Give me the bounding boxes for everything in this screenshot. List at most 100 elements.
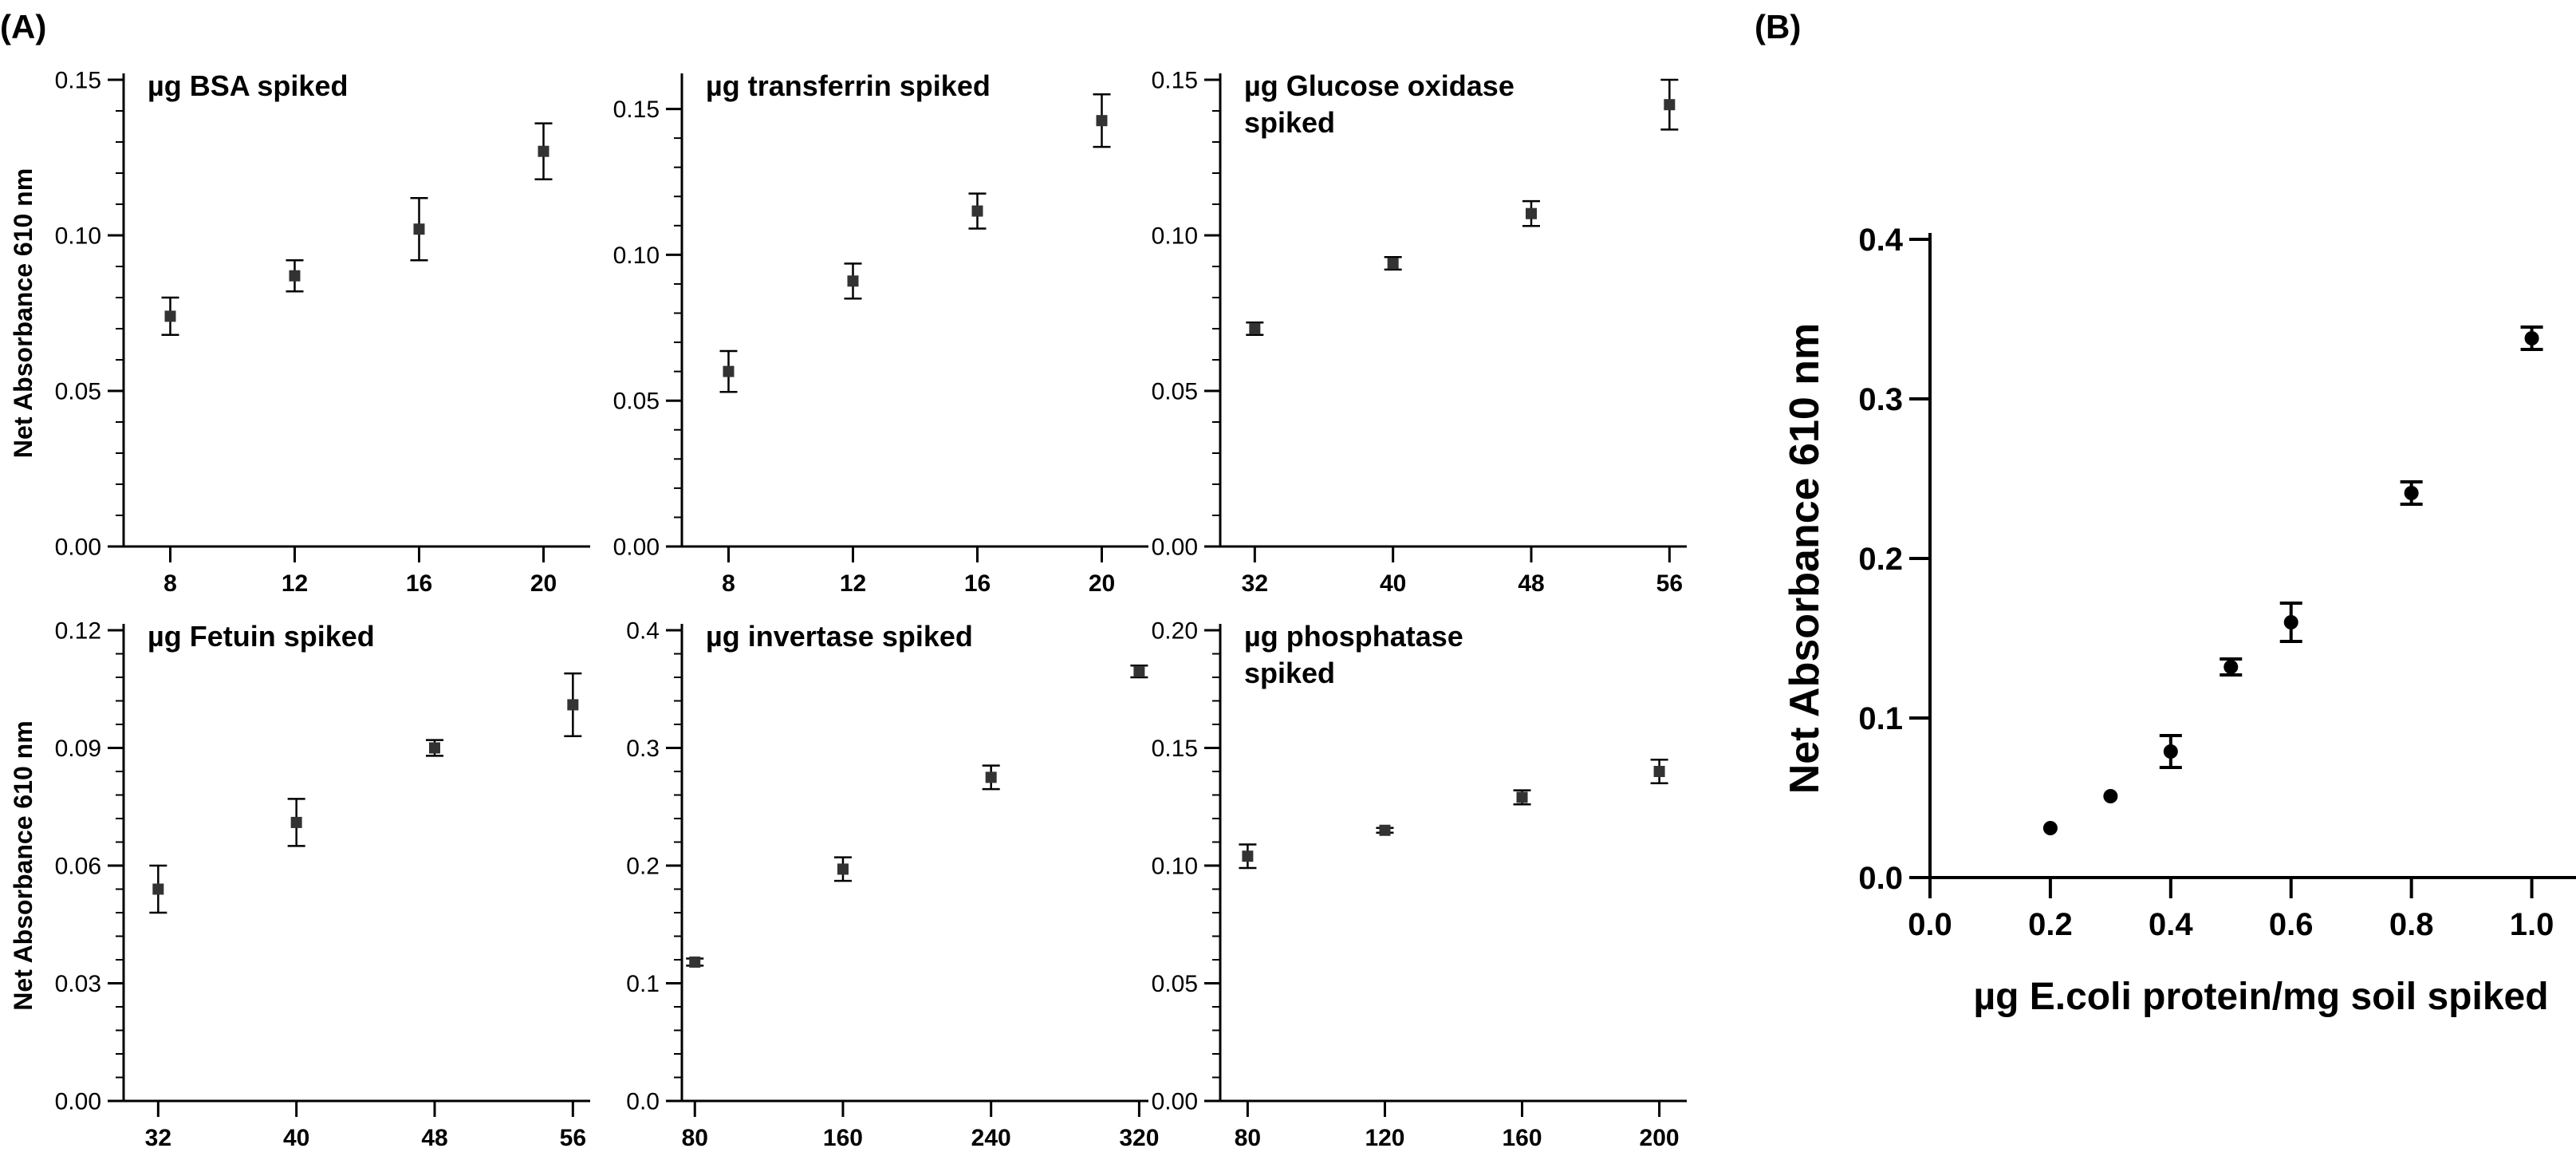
data-point (2042, 821, 2058, 835)
x-tick-label: 160 (823, 1125, 863, 1151)
y-tick-label: 0.06 (55, 854, 101, 880)
x-tick-label: 0.8 (2389, 907, 2434, 942)
panel-label-a: (A) (0, 8, 46, 45)
data-point (1664, 99, 1676, 111)
data-point (2404, 486, 2419, 500)
y-tick-label: 0.10 (55, 223, 101, 250)
data-point (1653, 766, 1665, 777)
x-tick-label: 32 (145, 1125, 171, 1151)
data-point (1379, 824, 1391, 836)
y-tick-label: 0.10 (1152, 854, 1198, 880)
x-tick-label: 8 (722, 570, 735, 597)
x-tick-label: 48 (421, 1125, 447, 1151)
x-tick-label: 0.4 (2149, 907, 2193, 942)
x-tick-label: 320 (1119, 1125, 1159, 1151)
x-tick-label: 12 (840, 570, 866, 597)
chart-panel-2: 0.00 0.05 0.10 0.15 8 12 16 20 µg transferrin sp… (613, 69, 1148, 597)
y-tick-label: 0.4 (1858, 223, 1903, 258)
y-tick-label: 0.0 (626, 1089, 660, 1115)
data-point (2163, 744, 2178, 759)
y-tick-label: 0.12 (55, 618, 101, 645)
data-point (429, 742, 440, 754)
chart-title: µg invertase spiked (706, 620, 973, 653)
x-tick-label: 80 (682, 1125, 708, 1151)
x-tick-label: 16 (406, 570, 432, 597)
y-tick-label: 0.05 (55, 379, 101, 405)
x-tick-label: 16 (964, 570, 991, 597)
y-tick-label: 0.00 (1152, 535, 1198, 561)
x-tick-label: 200 (1640, 1125, 1680, 1151)
chart-panel-5: 0.0 0.1 0.2 0.3 0.4 80 160 240 320 µg invertase s… (626, 618, 1159, 1152)
data-point (567, 699, 579, 711)
x-tick-label: 40 (283, 1125, 309, 1151)
x-tick-label: 0.0 (1908, 907, 1952, 942)
data-point (2524, 331, 2539, 345)
x-tick-label: 20 (1089, 570, 1115, 597)
y-tick-label: 0.09 (55, 736, 101, 762)
data-point (847, 275, 859, 287)
x-tick-label: 80 (1235, 1125, 1261, 1151)
y-axis-label: Net Absorbance 610 nm (1782, 323, 1828, 794)
data-point (837, 863, 849, 875)
y-tick-label: 0.3 (626, 736, 660, 762)
y-tick-label: 0.10 (1152, 223, 1198, 250)
data-point (1096, 115, 1108, 127)
x-tick-label: 120 (1365, 1125, 1404, 1151)
x-tick-label: 0.6 (2269, 907, 2314, 942)
y-tick-label: 0.2 (626, 854, 660, 880)
x-tick-label: 48 (1518, 570, 1544, 597)
x-tick-label: 20 (530, 570, 557, 597)
x-tick-label: 160 (1502, 1125, 1542, 1151)
data-point (290, 816, 302, 828)
data-point (538, 145, 549, 157)
y-tick-label: 0.15 (1152, 736, 1198, 762)
y-tick-label: 0.20 (1152, 618, 1198, 645)
y-tick-label: 0.3 (1858, 382, 1903, 417)
data-point (1387, 258, 1399, 270)
y-tick-label: 0.05 (613, 389, 660, 415)
data-point (2283, 615, 2298, 629)
x-axis-label: µg E.coli protein/mg soil spiked (1973, 976, 2548, 1018)
x-tick-label: 32 (1242, 570, 1268, 597)
chart-title: µg transferrin spiked (706, 69, 991, 102)
y-tick-label: 0.05 (1152, 971, 1198, 997)
data-point (971, 205, 983, 217)
chart-panel-1: 0.00 0.05 0.10 0.15 8 12 16 20 µg BSA spiked Net … (9, 68, 590, 597)
x-tick-label: 40 (1380, 570, 1406, 597)
x-tick-label: 56 (560, 1125, 586, 1151)
chart-title: spiked (1244, 657, 1335, 689)
y-axis-label: Net Absorbance 610 nm (9, 720, 37, 1010)
x-tick-label: 56 (1656, 570, 1683, 597)
chart-title: µg BSA spiked (148, 69, 348, 102)
chart-title: µg phosphatase (1244, 620, 1463, 653)
y-tick-label: 0.0 (1858, 861, 1903, 896)
data-point (1242, 850, 1254, 862)
y-tick-label: 0.2 (1858, 542, 1903, 577)
chart-panel-4: 0.00 0.03 0.06 0.09 0.12 32 40 48 56 µg Fetuin sp… (9, 618, 590, 1151)
charts-group: 0.00 0.05 0.10 0.15 8 12 16 20 µg BSA spiked Net … (9, 68, 2576, 1152)
data-point (1249, 323, 1261, 334)
data-point (413, 223, 425, 235)
y-tick-label: 0.05 (1152, 379, 1198, 405)
chart-title: µg Fetuin spiked (148, 620, 375, 653)
y-axis-label: Net Absorbance 610 nm (9, 168, 37, 458)
data-point (985, 771, 997, 783)
data-point (1133, 665, 1145, 677)
y-tick-label: 0.03 (55, 971, 101, 997)
chart-title: µg Glucose oxidase (1244, 69, 1514, 102)
data-point (152, 883, 164, 895)
data-point (2103, 789, 2118, 803)
chart-panel-6: 0.00 0.05 0.10 0.15 0.20 80 120 160 200 µg phosph… (1152, 618, 1687, 1151)
y-tick-label: 0.00 (55, 1089, 101, 1115)
data-point (723, 365, 735, 377)
y-tick-label: 0.4 (626, 618, 660, 645)
chart-panel-7: 0.0 0.1 0.2 0.3 0.4 0.0 0.2 0.4 0.6 0.8 1.0 Net Abs… (1782, 223, 2576, 1018)
panel-label-b: (B) (1755, 8, 1801, 45)
x-tick-label: 12 (282, 570, 308, 597)
y-tick-label: 0.15 (55, 68, 101, 94)
data-point (2223, 660, 2239, 674)
y-tick-label: 0.1 (1858, 701, 1903, 736)
chart-title: spiked (1244, 106, 1335, 139)
y-tick-label: 0.15 (613, 97, 660, 123)
